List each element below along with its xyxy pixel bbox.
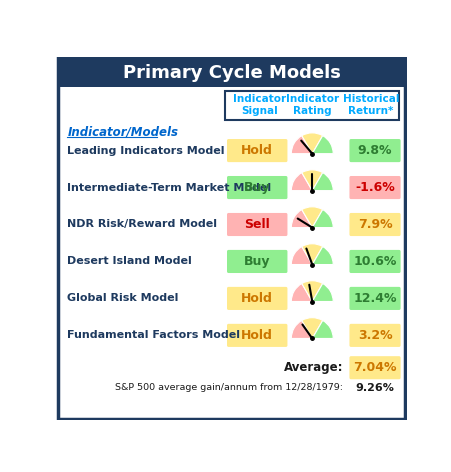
Text: Sell: Sell <box>244 218 270 231</box>
Wedge shape <box>312 284 332 302</box>
FancyBboxPatch shape <box>226 176 287 199</box>
Text: 7.9%: 7.9% <box>357 218 391 231</box>
FancyBboxPatch shape <box>226 139 287 162</box>
Text: 3.2%: 3.2% <box>357 329 391 342</box>
Text: 9.8%: 9.8% <box>357 144 391 157</box>
Text: Intermediate-Term Market Model: Intermediate-Term Market Model <box>67 183 271 193</box>
FancyBboxPatch shape <box>349 176 400 199</box>
FancyBboxPatch shape <box>349 356 400 379</box>
Text: Fundamental Factors Model: Fundamental Factors Model <box>67 330 240 340</box>
Wedge shape <box>291 284 312 302</box>
FancyBboxPatch shape <box>58 58 405 419</box>
Text: Indicator
Signal: Indicator Signal <box>232 94 285 117</box>
FancyBboxPatch shape <box>226 287 287 310</box>
Text: -1.6%: -1.6% <box>354 181 394 194</box>
Text: 10.6%: 10.6% <box>353 255 396 268</box>
Text: Historical
Return*: Historical Return* <box>342 94 399 117</box>
Text: Hold: Hold <box>241 144 272 157</box>
Wedge shape <box>312 246 332 264</box>
Wedge shape <box>291 173 312 191</box>
Wedge shape <box>291 210 312 228</box>
Wedge shape <box>312 210 332 228</box>
Wedge shape <box>312 173 332 191</box>
FancyBboxPatch shape <box>226 324 287 347</box>
Text: 7.04%: 7.04% <box>353 361 396 374</box>
Text: Indicator
Rating: Indicator Rating <box>285 94 338 117</box>
FancyBboxPatch shape <box>349 139 400 162</box>
Text: Buy: Buy <box>244 181 270 194</box>
Text: Desert Island Model: Desert Island Model <box>67 256 192 267</box>
Text: 12.4%: 12.4% <box>353 292 396 305</box>
Wedge shape <box>291 320 312 338</box>
Text: Hold: Hold <box>241 292 272 305</box>
Wedge shape <box>291 135 312 154</box>
FancyBboxPatch shape <box>226 250 287 273</box>
Wedge shape <box>312 135 332 154</box>
Wedge shape <box>301 170 322 191</box>
FancyBboxPatch shape <box>58 58 405 87</box>
Wedge shape <box>301 207 322 228</box>
Text: S&P 500 average gain/annum from 12/28/1979:: S&P 500 average gain/annum from 12/28/19… <box>115 383 342 392</box>
Wedge shape <box>301 281 322 302</box>
Text: Average:: Average: <box>283 361 342 374</box>
Wedge shape <box>301 133 322 154</box>
FancyBboxPatch shape <box>349 287 400 310</box>
FancyBboxPatch shape <box>349 324 400 347</box>
FancyBboxPatch shape <box>349 250 400 273</box>
FancyBboxPatch shape <box>225 91 398 120</box>
Text: 9.26%: 9.26% <box>355 383 394 393</box>
Text: Global Risk Model: Global Risk Model <box>67 294 178 303</box>
Text: Indicator/Models: Indicator/Models <box>67 126 178 139</box>
Text: NDR Risk/Reward Model: NDR Risk/Reward Model <box>67 219 217 229</box>
FancyBboxPatch shape <box>226 213 287 236</box>
Wedge shape <box>291 246 312 264</box>
Wedge shape <box>301 318 322 338</box>
Text: Hold: Hold <box>241 329 272 342</box>
Text: Primary Cycle Models: Primary Cycle Models <box>122 64 340 82</box>
Wedge shape <box>301 244 322 264</box>
FancyBboxPatch shape <box>349 213 400 236</box>
Text: Leading Indicators Model: Leading Indicators Model <box>67 145 224 156</box>
Wedge shape <box>312 320 332 338</box>
Text: Buy: Buy <box>244 255 270 268</box>
